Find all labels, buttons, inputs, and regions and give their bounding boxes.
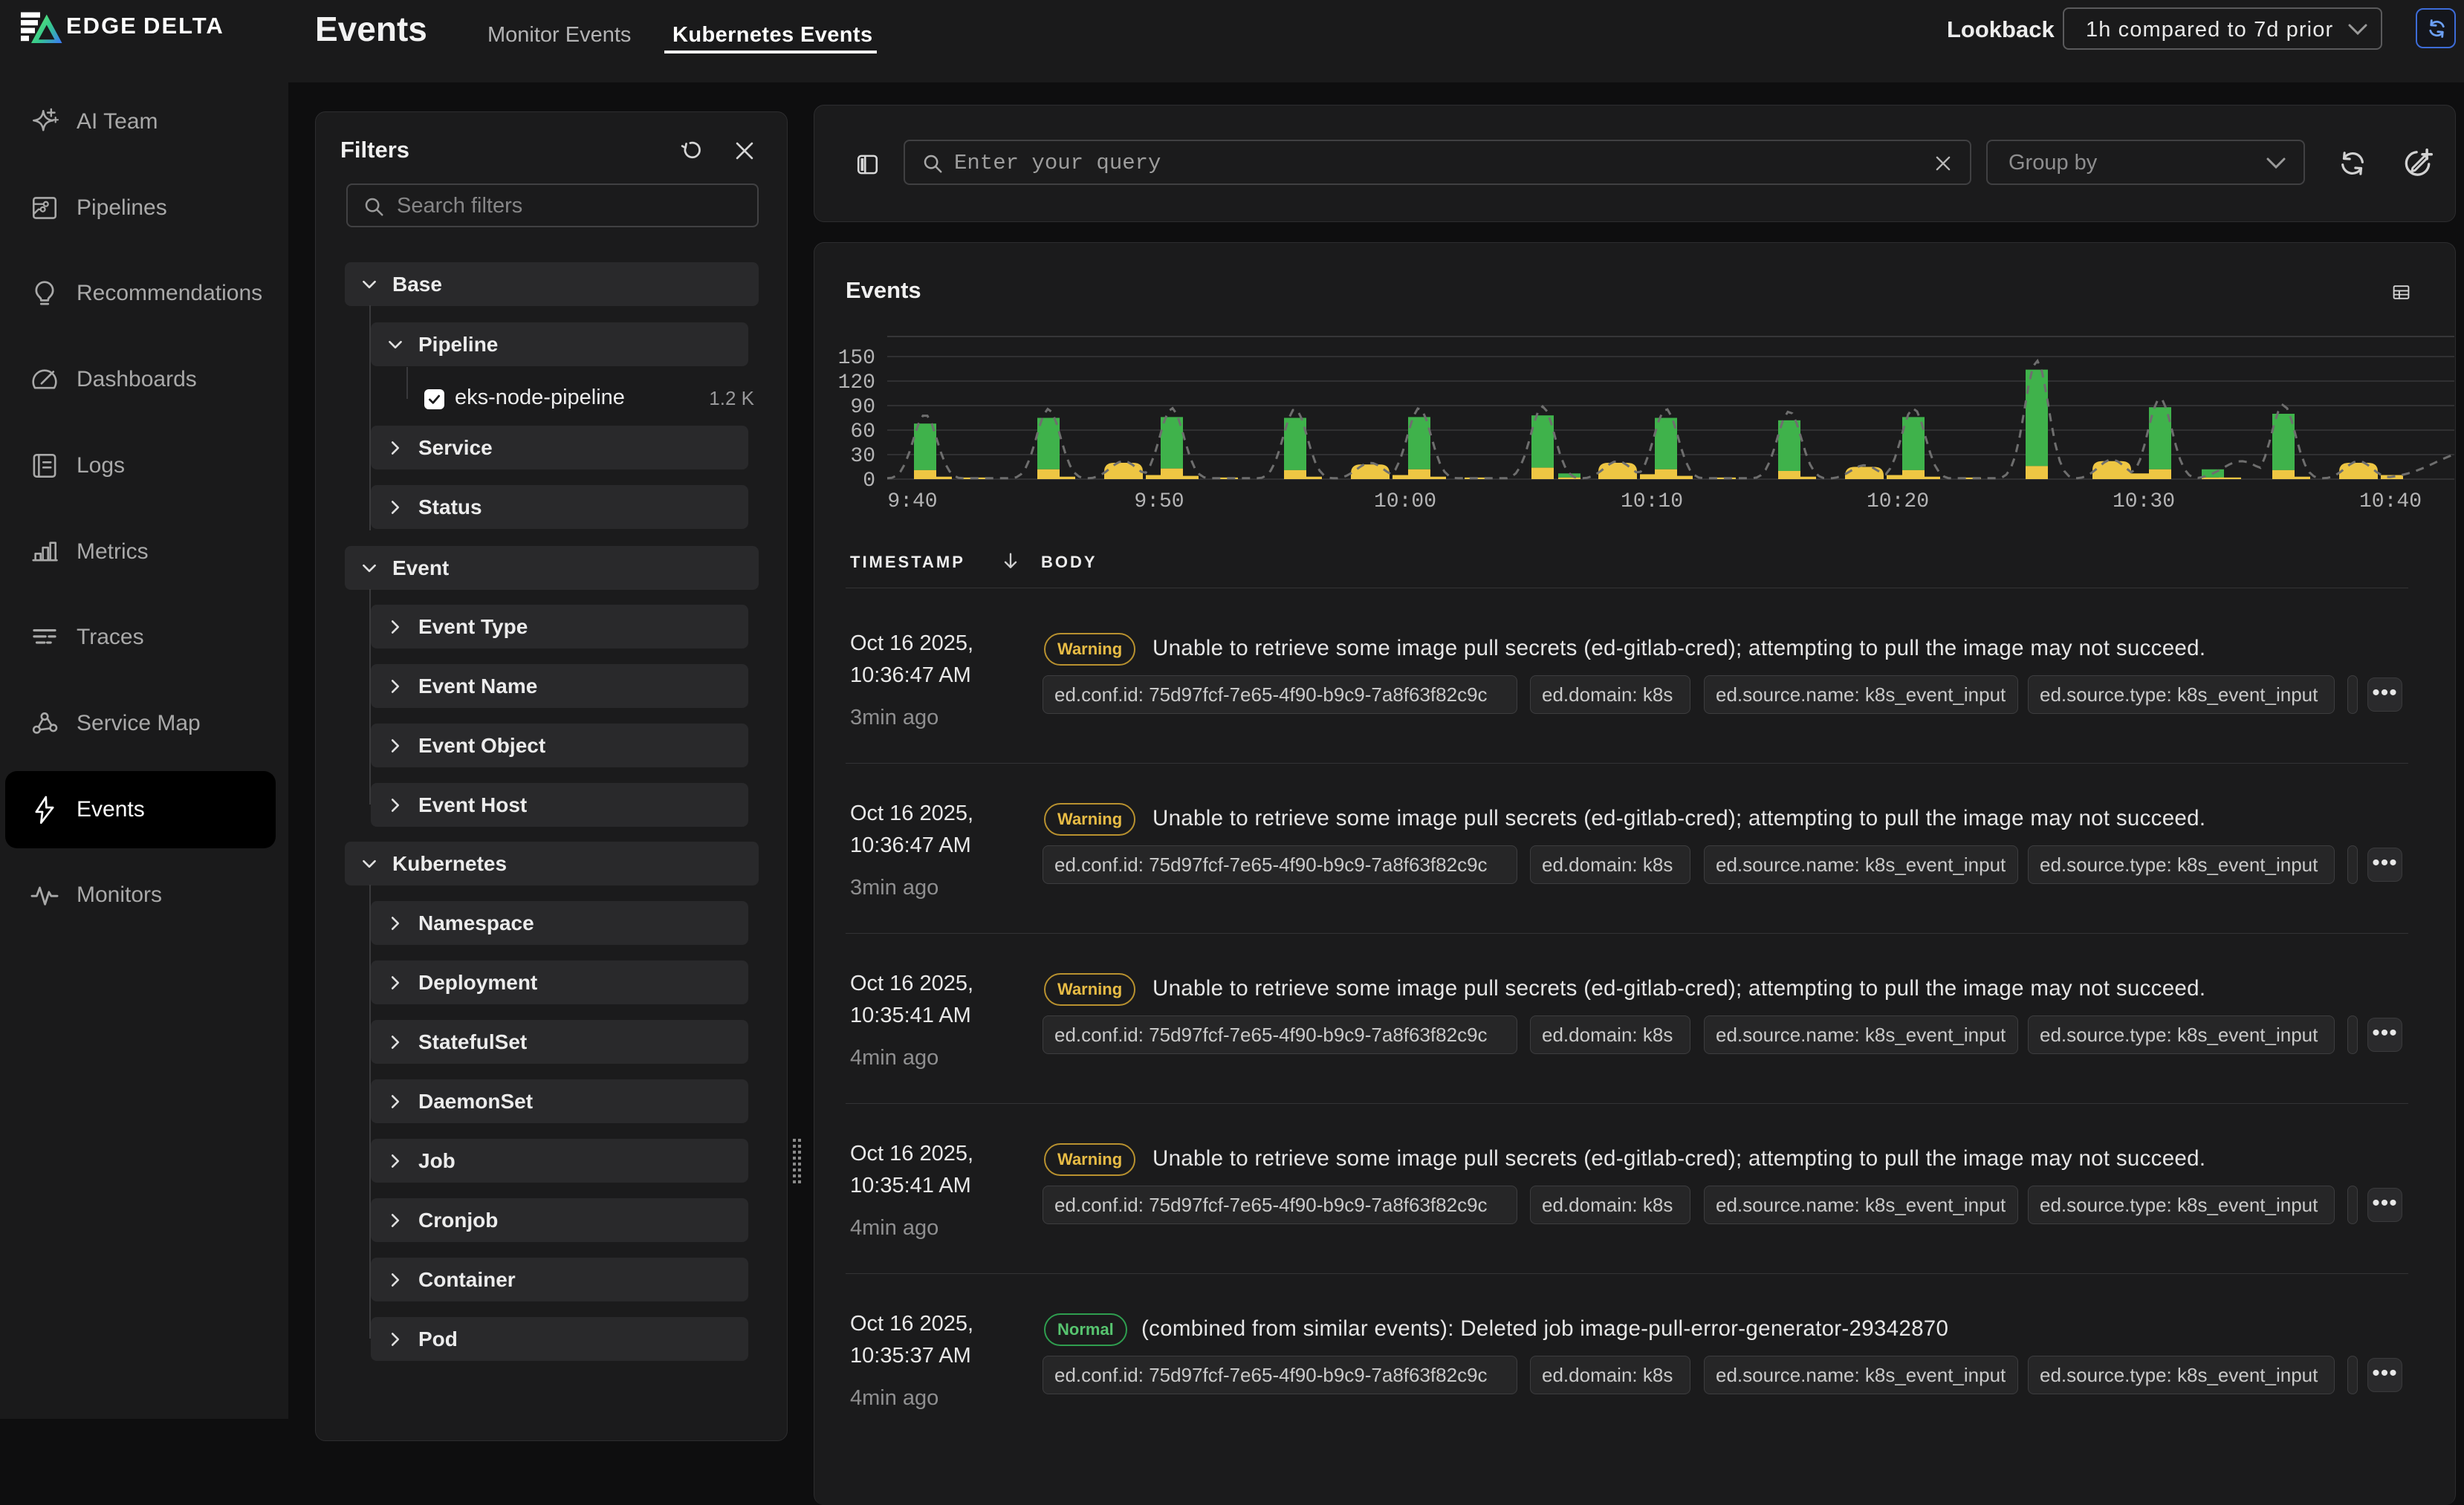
svg-text:10:30: 10:30 xyxy=(2113,490,2175,513)
svg-text:90: 90 xyxy=(850,396,875,419)
svg-text:30: 30 xyxy=(850,445,875,468)
svg-text:10:10: 10:10 xyxy=(1621,490,1683,513)
svg-text:60: 60 xyxy=(850,420,875,443)
svg-text:9:40: 9:40 xyxy=(887,490,937,513)
svg-text:9:50: 9:50 xyxy=(1134,490,1184,513)
svg-text:120: 120 xyxy=(838,371,875,394)
svg-text:10:20: 10:20 xyxy=(1867,490,1929,513)
svg-text:10:00: 10:00 xyxy=(1374,490,1436,513)
svg-text:0: 0 xyxy=(863,469,875,493)
svg-text:150: 150 xyxy=(838,347,875,370)
svg-text:10:40: 10:40 xyxy=(2359,490,2422,513)
